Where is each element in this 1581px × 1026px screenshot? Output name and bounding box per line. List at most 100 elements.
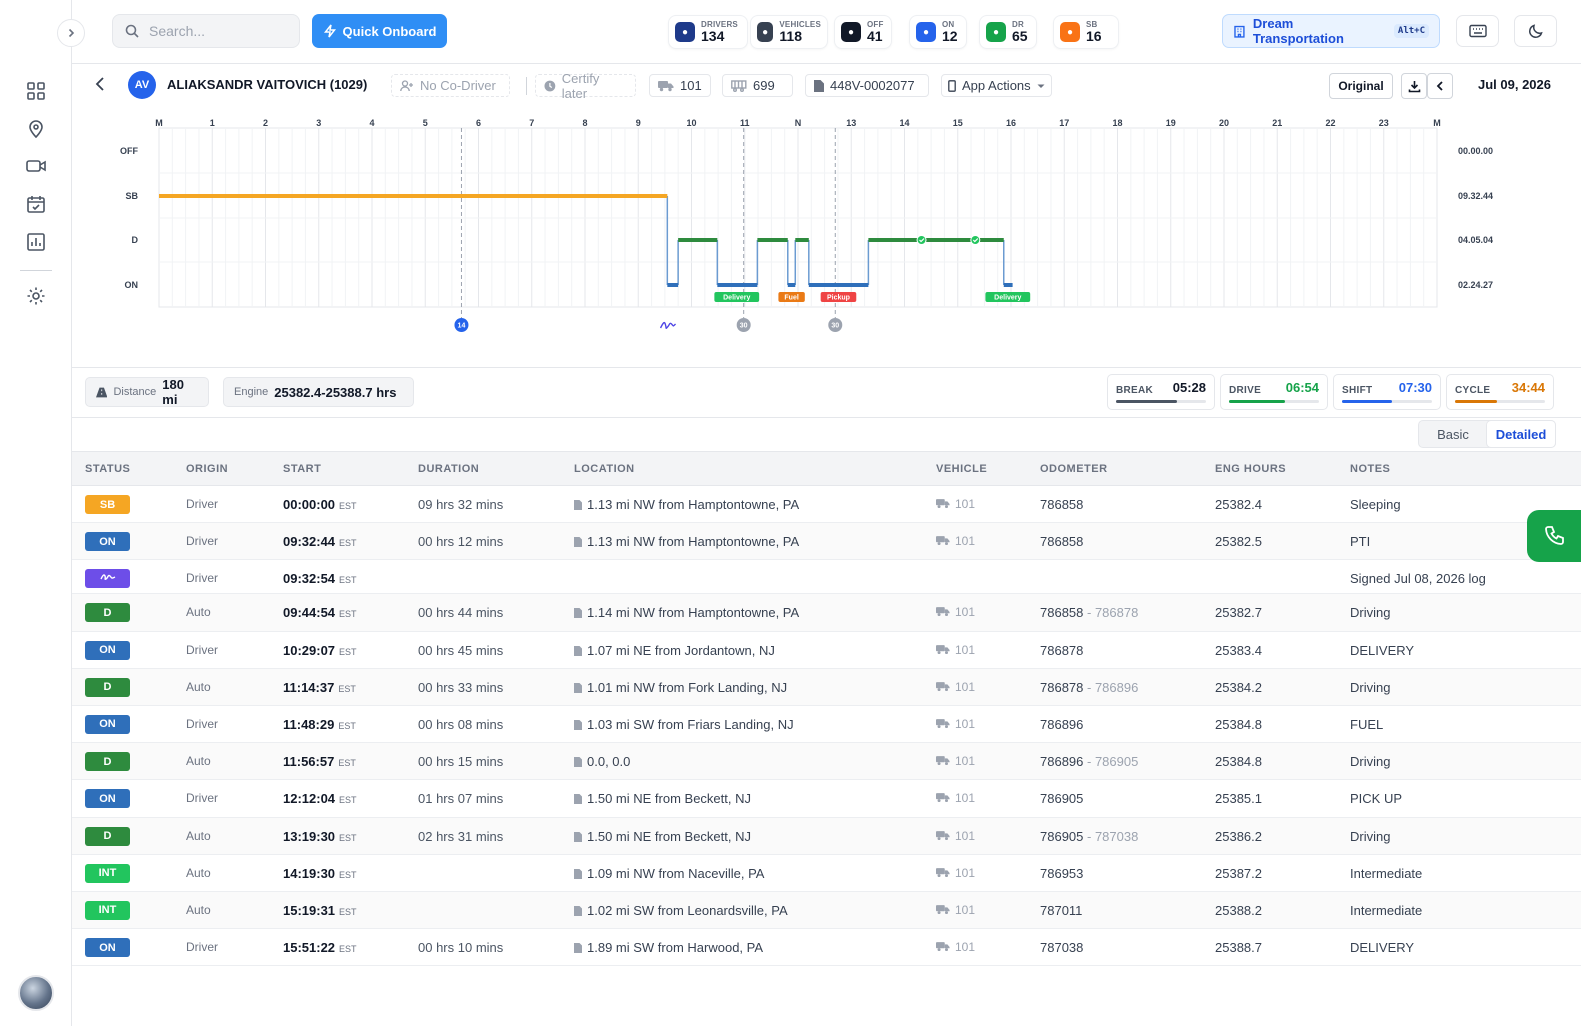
table-row[interactable]: INT Auto 15:19:31 EST 1.02 mi SW from Leonar…	[72, 891, 1581, 930]
app-actions-dropdown[interactable]: App Actions	[941, 74, 1052, 97]
hour-label: N	[795, 118, 802, 128]
detailed-view-button[interactable]: Detailed	[1487, 421, 1555, 447]
bottom-marker-label: 30	[831, 323, 839, 330]
table-row[interactable]: D Auto 11:56:57 EST 00 hrs 15 mins 0.0, 0.0 10…	[72, 743, 1581, 781]
stat-drivers[interactable]: ● DRIVERS 134	[668, 15, 748, 49]
duration-cell: 00 hrs 10 mins	[418, 940, 504, 956]
vehicle-cell: 101	[936, 605, 975, 620]
co-driver-chip[interactable]: No Co-Driver	[391, 74, 510, 97]
status-row-label: D	[132, 235, 139, 245]
stat-value: 12	[942, 28, 958, 44]
table-row[interactable]: ON Driver 10:29:07 EST 00 hrs 45 mins 1.07 mi…	[72, 632, 1581, 669]
notes-cell: DELIVERY	[1350, 642, 1415, 658]
clock-progress	[1455, 400, 1545, 403]
table-row[interactable]: ON Driver 12:12:04 EST 01 hrs 07 mins 1.50 mi…	[72, 780, 1581, 818]
check-mark	[972, 238, 979, 243]
location-icon	[574, 867, 582, 882]
location-cell[interactable]: 1.50 mi NE from Beckett, NJ	[574, 791, 751, 807]
vehicle-cell: 101	[936, 717, 975, 732]
odometer-cell: 787038	[1040, 940, 1084, 956]
truck-icon	[936, 755, 950, 769]
dark-mode-button[interactable]	[1514, 15, 1557, 47]
origin-cell: Auto	[186, 828, 211, 843]
hour-label: 10	[686, 118, 696, 128]
hour-label: 6	[476, 118, 481, 128]
notes-cell: Signed Jul 08, 2026 log	[1350, 571, 1486, 587]
truck-icon	[936, 792, 950, 806]
hour-label: 7	[529, 118, 534, 128]
table-row[interactable]: SB Driver 00:00:00 EST 09 hrs 32 mins 1.13 mi…	[72, 486, 1581, 524]
hour-label: M	[1433, 118, 1441, 128]
call-support-button[interactable]	[1527, 510, 1581, 562]
truck-icon: ●	[757, 22, 774, 42]
stat-off[interactable]: ● OFF 41	[834, 15, 892, 49]
table-row[interactable]: ON Driver 15:51:22 EST 00 hrs 10 mins 1.89 mi…	[72, 929, 1581, 967]
origin-cell: Driver	[186, 571, 218, 586]
calendar-check-icon[interactable]	[24, 192, 48, 216]
dashboard-icon[interactable]	[24, 79, 48, 103]
basic-view-button[interactable]: Basic	[1437, 426, 1469, 442]
truck-icon	[936, 718, 950, 732]
location-cell[interactable]: 1.13 mi NW from Hamptontowne, PA	[574, 534, 799, 550]
location-cell[interactable]: 0.0, 0.0	[574, 754, 630, 770]
location-cell[interactable]: 1.50 mi NE from Beckett, NJ	[574, 829, 751, 845]
gear-icon[interactable]	[24, 284, 48, 308]
odometer-cell: 786858 - 786878	[1040, 605, 1139, 621]
document-chip[interactable]: 448V-0002077	[805, 74, 929, 97]
download-button[interactable]	[1401, 73, 1427, 99]
user-avatar[interactable]	[18, 975, 54, 1011]
table-row[interactable]: ON Driver 11:48:29 EST 00 hrs 08 mins 1.03 mi…	[72, 706, 1581, 744]
table-row[interactable]: D Auto 13:19:30 EST 02 hrs 31 mins 1.50 mi NE…	[72, 817, 1581, 855]
vehicle-cell: 101	[936, 534, 975, 549]
video-camera-icon[interactable]	[24, 154, 48, 178]
table-row[interactable]: D Auto 09:44:54 EST 00 hrs 44 mins 1.14 mi NW…	[72, 594, 1581, 632]
stat-vehicles[interactable]: ● VEHICLES 118	[750, 15, 828, 49]
vehicle-chip[interactable]: 101	[649, 74, 711, 97]
stat-dr[interactable]: ● DR 65	[979, 15, 1037, 49]
stat-sb[interactable]: ● SB 16	[1053, 15, 1119, 49]
truck-icon	[936, 535, 950, 549]
trailer-chip[interactable]: 699	[722, 74, 793, 97]
eng-hours-cell: 25387.2	[1215, 865, 1262, 881]
location-icon	[574, 904, 582, 919]
table-row[interactable]: Driver 09:32:54 EST Signed Jul 08, 2026 log	[72, 560, 1581, 595]
location-cell[interactable]: 1.09 mi NW from Naceville, PA	[574, 866, 764, 882]
start-cell: 15:51:22 EST	[283, 940, 357, 956]
location-cell[interactable]: 1.02 mi SW from Leonardsville, PA	[574, 903, 788, 919]
clock-progress	[1342, 400, 1432, 403]
location-cell[interactable]: 1.89 mi SW from Harwood, PA	[574, 940, 763, 956]
sidebar-collapse-button[interactable]	[57, 19, 85, 47]
certify-chip[interactable]: Certify later	[535, 71, 636, 101]
location-cell[interactable]: 1.01 mi NW from Fork Landing, NJ	[574, 680, 787, 696]
search-input[interactable]: Search...	[112, 14, 300, 48]
table-row[interactable]: ON Driver 09:32:44 EST 00 hrs 12 mins 1.13 mi…	[72, 523, 1581, 561]
clock-shift: SHIFT 07:30	[1333, 374, 1441, 410]
previous-day-button[interactable]	[1427, 73, 1453, 99]
clock-value: 07:30	[1398, 380, 1432, 395]
keyboard-button[interactable]	[1456, 15, 1499, 47]
truck-icon: ●	[916, 22, 936, 42]
stat-on[interactable]: ● ON 12	[909, 15, 967, 49]
table-row[interactable]: INT Auto 14:19:30 EST 1.09 mi NW from Nacevi…	[72, 855, 1581, 892]
location-pin-icon[interactable]	[24, 117, 48, 141]
company-name: Dream Transportation	[1252, 16, 1344, 46]
back-button[interactable]	[92, 75, 110, 96]
intermediate-check-icon	[970, 235, 981, 245]
location-cell[interactable]: 1.03 mi SW from Friars Landing, NJ	[574, 717, 794, 733]
origin-cell: Auto	[186, 605, 211, 620]
column-header-notes: NOTES	[1350, 463, 1391, 475]
distance-label: Distance	[113, 386, 157, 398]
log-date[interactable]: Jul 09, 2026	[1478, 77, 1551, 92]
quick-onboard-button[interactable]: Quick Onboard	[312, 14, 447, 48]
hour-label: 5	[423, 118, 428, 128]
location-cell[interactable]: 1.14 mi NW from Hamptontowne, PA	[574, 605, 799, 621]
vehicle-cell: 101	[936, 940, 975, 955]
driver-name[interactable]: ALIAKSANDR VAITOVICH (1029)	[167, 77, 368, 92]
location-cell[interactable]: 1.07 mi NE from Jordantown, NJ	[574, 643, 775, 659]
original-button[interactable]: Original	[1329, 73, 1393, 99]
location-cell[interactable]: 1.13 mi NW from Hamptontowne, PA	[574, 497, 799, 513]
bar-chart-icon[interactable]	[24, 230, 48, 254]
start-cell: 11:56:57 EST	[283, 754, 356, 770]
table-row[interactable]: D Auto 11:14:37 EST 00 hrs 33 mins 1.01 mi NW…	[72, 668, 1581, 706]
company-selector[interactable]: Dream Transportation Alt+C	[1222, 14, 1440, 48]
